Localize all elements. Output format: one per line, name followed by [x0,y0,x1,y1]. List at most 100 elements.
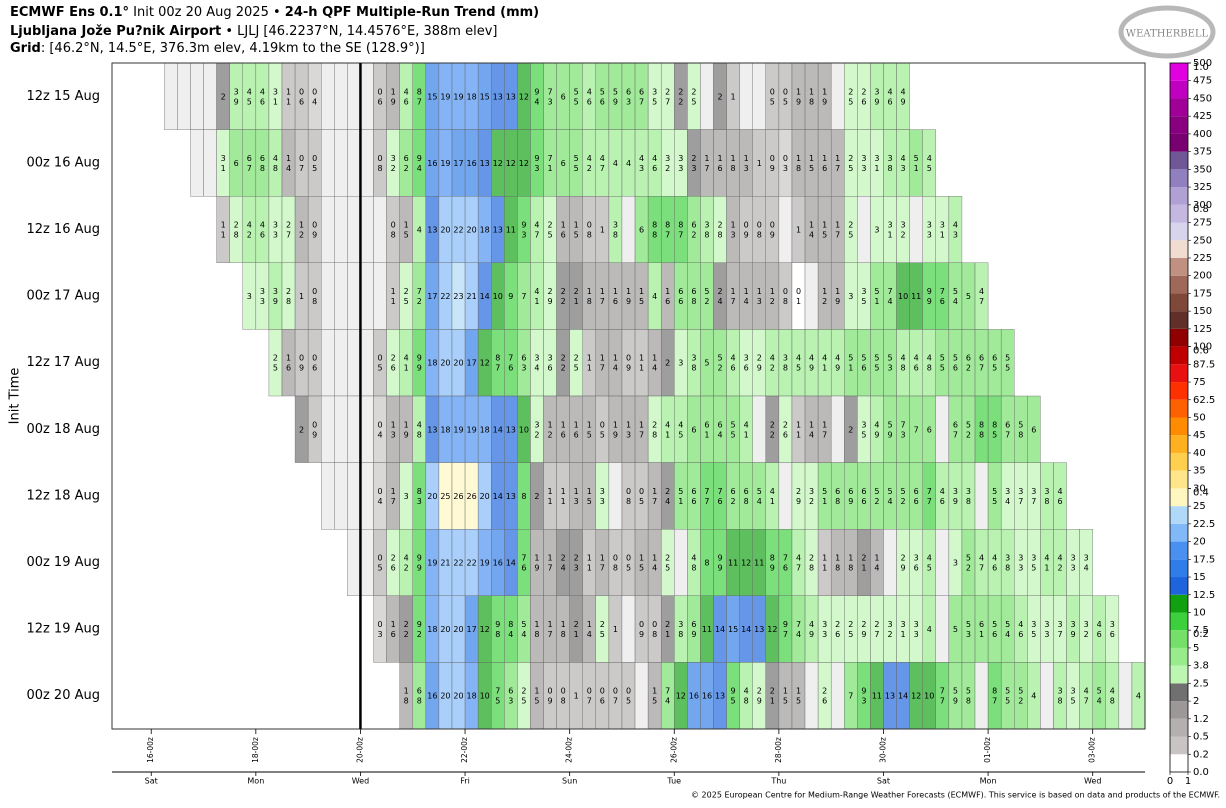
cell-label: 13 [480,158,490,167]
cell-label: 20 [440,625,450,634]
cell [347,262,361,330]
cell-label: 22 [453,558,463,567]
colorbar-label: 3.8 [1193,661,1209,672]
cell-label: 20 [480,491,490,500]
day-label: Tue [666,777,681,786]
day-label: Wed [1084,777,1101,786]
cell [700,62,714,130]
colorbar-bin [1170,470,1188,489]
cell-label: 20 [453,691,463,700]
day-label: Sat [145,777,158,786]
colorbar-label-2: 0.4 [1193,487,1209,498]
cell-label: 19 [480,558,490,567]
cell [321,462,335,530]
cell [1118,662,1133,730]
cell-label: 1 [731,92,736,101]
colorbar-x-label: 0 [1167,776,1173,787]
cell-label: 3 [404,491,409,500]
colorbar-bin [1170,718,1188,737]
colorbar-label: 5 [1193,643,1199,654]
cell-label: 18 [466,92,476,101]
day-label: Fri [460,777,470,786]
cell [334,462,348,530]
colorbar-bin [1170,559,1188,578]
cell-label: 12 [767,625,777,634]
cell-label: 6 [234,158,239,167]
colorbar-label: 225 [1193,253,1212,264]
title-line: ECMWF Ens 0.1° Init 00z 20 Aug 2025 • 24… [10,5,539,20]
colorbar-label: 62.5 [1193,395,1215,406]
cell-label: 11 [702,625,712,634]
model: ECMWF Ens 0.1° [10,5,130,20]
colorbar-label: 35 [1193,466,1206,477]
colorbar-label: 200 [1193,271,1212,282]
colorbar-label: 87.5 [1193,359,1215,370]
x-tick-label: 26-00z [669,737,678,763]
colorbar-bin [1170,630,1188,648]
cell-label: 16 [493,558,503,567]
colorbar-bin [1170,187,1188,205]
cell-label: 10 [480,691,490,700]
cell-label: 2 [221,92,226,101]
cell [778,195,793,263]
location: Ljubljana Jože Pu?nik Airport [10,24,222,39]
cell-label: 5 [953,625,958,634]
cell [347,462,361,530]
cell-label: 26 [466,491,476,500]
